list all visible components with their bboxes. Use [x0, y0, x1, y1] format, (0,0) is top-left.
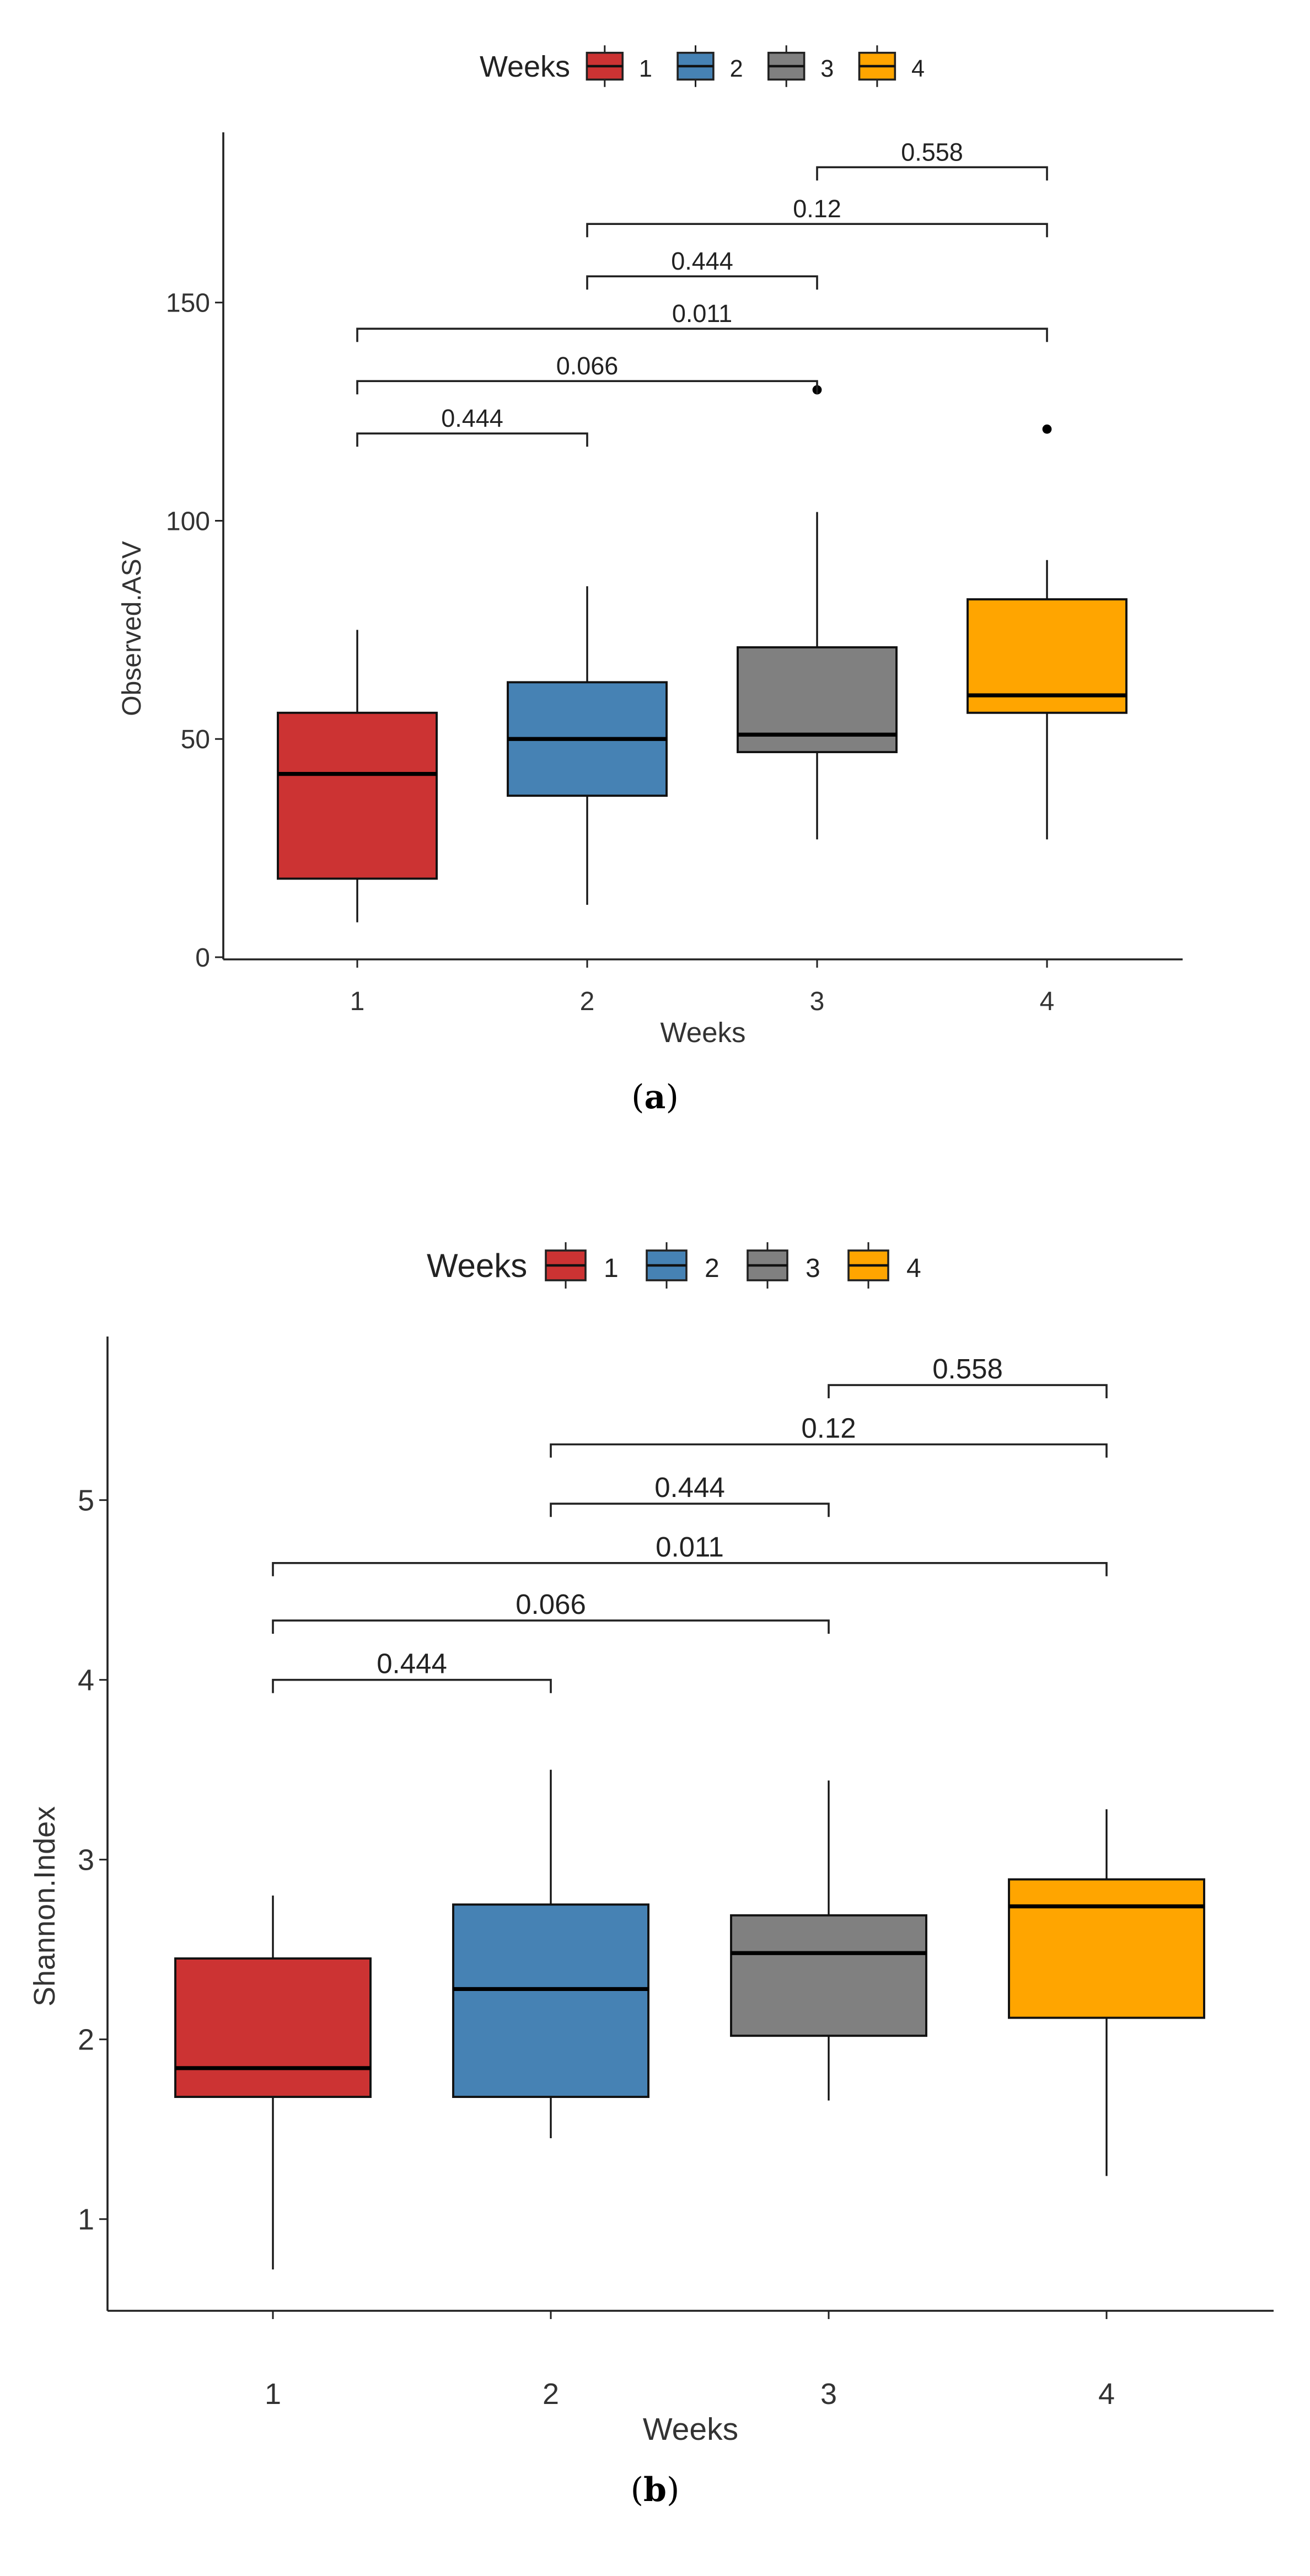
panel-caption: (a)	[631, 1078, 679, 1117]
p-value-label: 0.12	[801, 1413, 856, 1444]
legend-label-1: 1	[604, 1254, 619, 1283]
box-week-1	[277, 630, 438, 922]
y-tick-label: 50	[181, 725, 210, 754]
legend-title: Weeks	[427, 1247, 527, 1284]
x-axis-title: Weeks	[643, 2412, 738, 2447]
panel-caption: (b)	[631, 2471, 680, 2509]
panel-letter: b	[643, 2471, 667, 2509]
x-tick-label: 4	[1098, 2378, 1115, 2411]
x-tick-label: 2	[580, 987, 595, 1016]
x-tick-label: 3	[810, 987, 825, 1016]
y-axis-title: Observed.ASV	[117, 541, 147, 716]
bracket-line	[816, 166, 1048, 181]
comparison-bracket: 0.12	[586, 195, 1048, 238]
x-tick-label: 4	[1040, 987, 1055, 1016]
comparison-bracket: 0.066	[356, 352, 818, 395]
p-value-label: 0.558	[932, 1353, 1003, 1384]
bracket-line	[586, 223, 1048, 238]
box-iqr	[452, 1903, 649, 2098]
p-value-label: 0.444	[377, 1648, 447, 1679]
bracket-line	[356, 328, 1048, 342]
panel-a: Weeks 1 2 3 4 0 50 100 150 1 2 3 4 Weeks Observed.ASV 0…	[117, 45, 1183, 1117]
box-iqr	[1008, 1878, 1205, 2019]
p-value-label: 0.12	[793, 195, 841, 223]
box-week-2	[452, 1769, 649, 2139]
comparison-bracket: 0.444	[272, 1648, 552, 1693]
bracket-line	[272, 1619, 830, 1634]
comparison-bracket: 0.011	[272, 1531, 1108, 1576]
legend-title: Weeks	[480, 50, 570, 83]
bracket-line	[272, 1561, 1108, 1576]
y-axis-title: Shannon.Index	[28, 1806, 61, 2006]
bracket-line	[356, 432, 588, 447]
comparison-bracket: 0.444	[356, 404, 588, 447]
outlier-point	[1042, 424, 1052, 434]
panel-b: Weeks 1 2 3 4 1 2 3 4 5 1 2 3 4 Weeks Shannon.Index 0.44…	[28, 1242, 1274, 2509]
comparison-bracket: 0.444	[586, 247, 818, 290]
legend-label-1: 1	[639, 56, 652, 82]
comparison-bracket: 0.558	[816, 138, 1048, 181]
p-value-label: 0.066	[516, 1588, 586, 1620]
p-value-label: 0.444	[441, 404, 503, 432]
box-week-2	[507, 586, 668, 905]
bracket-line	[356, 380, 818, 395]
legend-label-2: 2	[705, 1254, 720, 1283]
box-iqr	[730, 1914, 927, 2037]
y-tick-label: 100	[166, 507, 210, 536]
bracket-line	[550, 1443, 1108, 1458]
box-week-4	[967, 424, 1128, 840]
box-week-3	[730, 1780, 927, 2101]
x-tick-label: 1	[350, 987, 365, 1016]
x-tick-label: 3	[820, 2378, 837, 2411]
box-week-4	[1008, 1809, 1205, 2176]
comparison-bracket: 0.12	[550, 1413, 1108, 1458]
y-tick-label: 4	[78, 1664, 94, 1697]
p-value-label: 0.558	[901, 138, 963, 166]
y-tick-label: 5	[78, 1484, 94, 1517]
legend-label-2: 2	[730, 56, 743, 82]
y-tick-label: 3	[78, 1844, 94, 1877]
comparison-bracket: 0.011	[356, 299, 1048, 342]
y-tick-label: 150	[166, 289, 210, 318]
p-value-label: 0.066	[556, 352, 619, 380]
comparison-bracket: 0.066	[272, 1588, 830, 1634]
bracket-line	[550, 1502, 830, 1517]
bracket-line	[828, 1384, 1108, 1399]
legend-label-3: 3	[806, 1254, 820, 1283]
x-axis-title: Weeks	[661, 1017, 746, 1048]
panel-letter: a	[645, 1078, 666, 1117]
y-tick-label: 1	[78, 2203, 94, 2236]
legend-label-3: 3	[820, 56, 834, 82]
box-iqr	[174, 1957, 372, 2098]
x-tick-label: 1	[265, 2378, 281, 2411]
x-tick-label: 2	[543, 2378, 559, 2411]
p-value-label: 0.011	[672, 299, 732, 328]
p-value-label: 0.011	[656, 1531, 724, 1563]
box-iqr	[277, 711, 438, 880]
box-week-3	[737, 385, 898, 840]
comparison-bracket: 0.558	[828, 1353, 1108, 1399]
box-week-1	[174, 1895, 372, 2270]
p-value-label: 0.444	[671, 247, 733, 275]
legend-label-4: 4	[911, 56, 925, 82]
comparison-bracket: 0.444	[550, 1472, 830, 1517]
legend-label-4: 4	[906, 1254, 921, 1283]
bracket-line	[272, 1678, 552, 1693]
bracket-line	[586, 275, 818, 290]
y-tick-label: 0	[195, 943, 210, 973]
p-value-label: 0.444	[654, 1472, 725, 1503]
y-tick-label: 2	[78, 2024, 94, 2057]
